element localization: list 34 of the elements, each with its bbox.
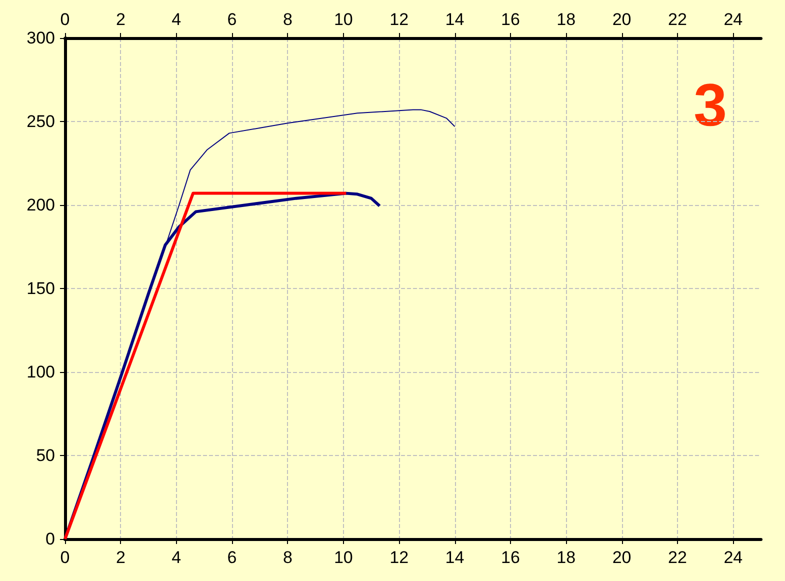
x-tick-label: 4 [172,548,182,567]
x-tick-label: 14 [445,548,464,567]
x-tick-label: 6 [227,548,237,567]
x2-tick-label: 10 [334,10,353,29]
y-tick-label: 150 [26,279,55,298]
x2-tick-label: 18 [556,10,576,29]
y-tick-label: 0 [46,530,55,548]
x-tick-label: 20 [612,548,632,567]
annotation: 3 [694,72,728,138]
x2-tick-label: 2 [116,10,126,29]
y-tick-label: 100 [26,362,55,382]
x2-tick-label: 14 [445,10,464,29]
x2-tick-label: 24 [724,10,743,29]
x-tick-label: 12 [390,548,409,567]
x2-tick-label: 6 [227,10,237,29]
y-tick-label: 200 [26,196,55,214]
x2-tick-label: 16 [500,10,520,29]
x2-tick-label: 20 [612,10,632,29]
x2-tick-label: 22 [668,10,687,29]
x-tick-label: 22 [668,548,687,567]
x-tick-label: 18 [556,548,576,567]
x-tick-label: 10 [334,548,353,567]
x-tick-label: 2 [116,548,126,567]
x-tick-label: 8 [282,548,292,567]
x-tick-label: 24 [724,548,743,567]
x-tick-label: 0 [60,548,70,567]
y-tick-label: 300 [26,28,55,48]
x2-tick-label: 0 [60,10,70,29]
x2-tick-label: 4 [172,10,182,29]
y-tick-label: 250 [26,112,55,131]
x2-tick-label: 12 [390,10,409,29]
x2-tick-label: 8 [282,10,292,29]
y-tick-label: 50 [36,446,55,465]
x-tick-label: 16 [500,548,520,567]
